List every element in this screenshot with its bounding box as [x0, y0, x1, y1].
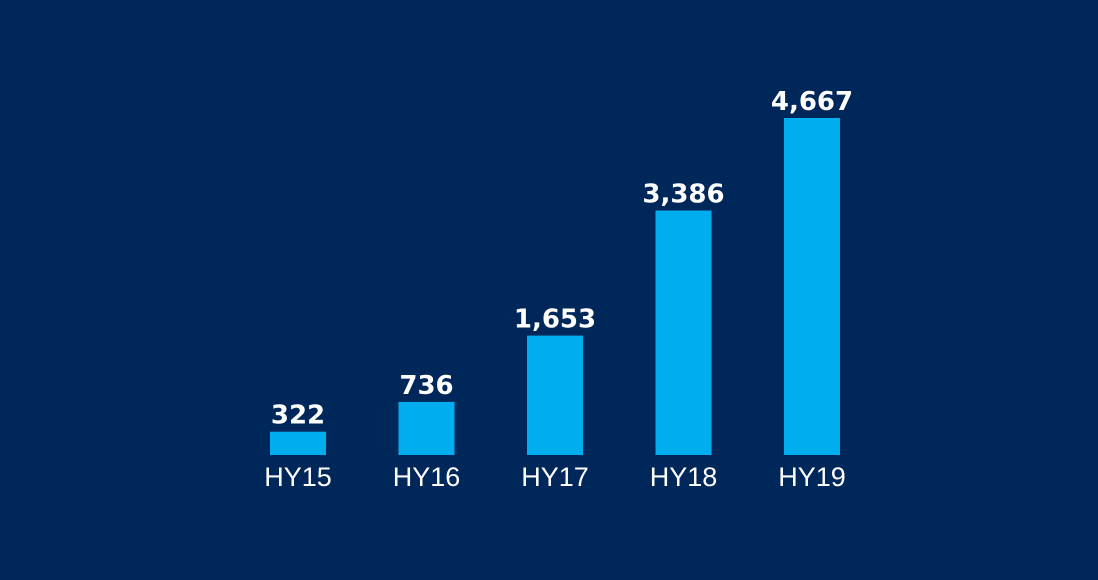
bar-hy16 [398, 401, 455, 455]
bar-hy19 [784, 118, 840, 455]
category-label-hy16: HY16 [393, 462, 461, 492]
category-label-hy15: HY15 [264, 462, 332, 492]
category-label-hy19: HY19 [778, 462, 846, 492]
bars-group: 322 HY15 736 HY16 1,653 HY17 3,386 HY18 4,667 HY1… [264, 87, 853, 492]
category-label-hy17: HY17 [521, 462, 589, 492]
bar-hy18 [655, 210, 712, 455]
category-label-hy18: HY18 [650, 462, 718, 492]
value-label-hy16: 736 [399, 371, 453, 401]
bar-hy17 [527, 335, 583, 455]
value-label-hy15: 322 [271, 401, 325, 431]
bar-hy15 [270, 431, 326, 455]
value-label-hy17: 1,653 [514, 305, 596, 335]
value-label-hy19: 4,667 [771, 87, 853, 117]
value-label-hy18: 3,386 [642, 180, 724, 210]
